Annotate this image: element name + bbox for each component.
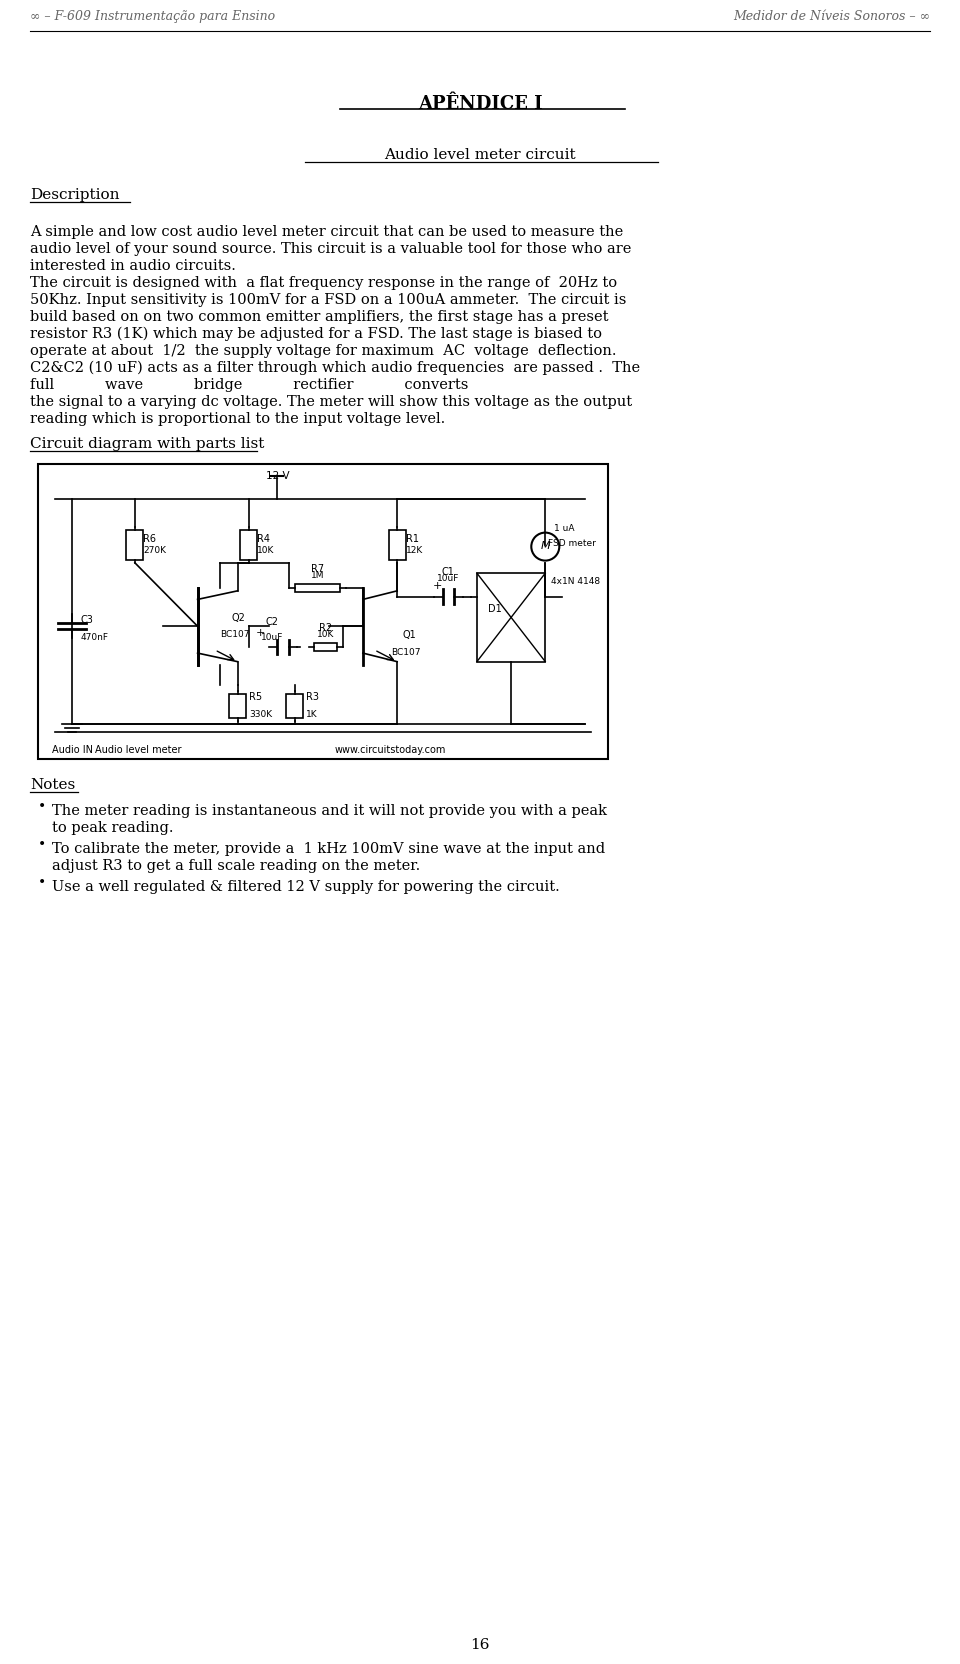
Text: Audio level meter: Audio level meter	[95, 745, 181, 755]
Text: Audio IN: Audio IN	[52, 745, 93, 755]
Text: www.circuitstoday.com: www.circuitstoday.com	[334, 745, 445, 755]
Text: The meter reading is instantaneous and it will not provide you with a peak: The meter reading is instantaneous and i…	[52, 804, 607, 817]
Text: C3: C3	[81, 616, 94, 626]
Text: •: •	[37, 837, 46, 852]
Text: Audio level meter circuit: Audio level meter circuit	[384, 148, 576, 161]
Text: BC107: BC107	[221, 629, 250, 639]
Text: Description: Description	[30, 188, 119, 201]
Text: C1: C1	[442, 567, 455, 577]
Text: D1: D1	[489, 604, 502, 614]
Text: 10K: 10K	[257, 546, 275, 554]
Text: •: •	[37, 799, 46, 814]
Text: FSD meter: FSD meter	[548, 539, 596, 547]
Text: APÊNDICE I: APÊNDICE I	[418, 95, 542, 113]
Text: 270K: 270K	[143, 546, 166, 554]
Bar	[240, 531, 257, 561]
Bar	[315, 644, 337, 651]
Text: 4x1N 4148: 4x1N 4148	[551, 577, 600, 586]
Text: The circuit is designed with  a flat frequency response in the range of  20Hz to: The circuit is designed with a flat freq…	[30, 276, 617, 290]
Text: BC107: BC107	[392, 647, 420, 657]
Text: resistor R3 (1K) which may be adjusted for a FSD. The last stage is biased to: resistor R3 (1K) which may be adjusted f…	[30, 326, 602, 341]
Text: R3: R3	[306, 692, 319, 702]
Text: ∞ – F-609 Instrumentação para Ensino: ∞ – F-609 Instrumentação para Ensino	[30, 10, 276, 23]
Text: audio level of your sound source. This circuit is a valuable tool for those who : audio level of your sound source. This c…	[30, 241, 632, 256]
Text: interested in audio circuits.: interested in audio circuits.	[30, 260, 236, 273]
Text: reading which is proportional to the input voltage level.: reading which is proportional to the inp…	[30, 411, 445, 426]
Text: 10uF: 10uF	[260, 632, 283, 642]
Text: to peak reading.: to peak reading.	[52, 820, 174, 835]
Bar	[228, 694, 246, 719]
Bar	[477, 574, 545, 662]
Text: C2: C2	[265, 617, 278, 627]
Text: Use a well regulated & filtered 12 V supply for powering the circuit.: Use a well regulated & filtered 12 V sup…	[52, 880, 560, 894]
Text: R1: R1	[406, 534, 419, 544]
Text: 12K: 12K	[406, 546, 423, 554]
Text: •: •	[37, 875, 46, 890]
Text: 10uF: 10uF	[437, 574, 460, 582]
Text: adjust R3 to get a full scale reading on the meter.: adjust R3 to get a full scale reading on…	[52, 859, 420, 872]
Text: 10K: 10K	[317, 629, 334, 639]
Text: 1K: 1K	[306, 709, 318, 719]
Text: 470nF: 470nF	[81, 632, 108, 642]
Text: 1 uA: 1 uA	[554, 524, 574, 532]
Bar	[127, 531, 143, 561]
Text: 1M: 1M	[310, 571, 324, 579]
Text: A simple and low cost audio level meter circuit that can be used to measure the: A simple and low cost audio level meter …	[30, 225, 623, 240]
Text: full           wave           bridge           rectifier           converts: full wave bridge rectifier converts	[30, 378, 468, 391]
Text: the signal to a varying dc voltage. The meter will show this voltage as the outp: the signal to a varying dc voltage. The …	[30, 394, 632, 409]
Text: +: +	[432, 581, 442, 591]
Text: +: +	[255, 627, 265, 637]
Text: Q1: Q1	[403, 629, 417, 641]
Text: R6: R6	[143, 534, 156, 544]
Text: R7: R7	[311, 564, 324, 574]
Bar	[389, 531, 406, 561]
Text: Notes: Notes	[30, 777, 75, 792]
Bar	[38, 464, 608, 759]
Text: 50Khz. Input sensitivity is 100mV for a FSD on a 100uA ammeter.  The circuit is: 50Khz. Input sensitivity is 100mV for a …	[30, 293, 626, 306]
Bar	[286, 694, 303, 719]
Text: Medidor de Níveis Sonoros – ∞: Medidor de Níveis Sonoros – ∞	[733, 10, 930, 23]
Text: To calibrate the meter, provide a  1 kHz 100mV sine wave at the input and: To calibrate the meter, provide a 1 kHz …	[52, 842, 605, 855]
Text: build based on on two common emitter amplifiers, the first stage has a preset: build based on on two common emitter amp…	[30, 310, 609, 324]
Text: 16: 16	[470, 1637, 490, 1651]
Bar	[295, 584, 340, 592]
Text: Q2: Q2	[231, 612, 246, 622]
Text: R5: R5	[249, 692, 262, 702]
Text: Circuit diagram with parts list: Circuit diagram with parts list	[30, 436, 264, 451]
Text: 330K: 330K	[249, 709, 272, 719]
Text: R4: R4	[257, 534, 271, 544]
Text: M: M	[540, 541, 550, 551]
Text: R2: R2	[320, 622, 332, 632]
Text: 12 V: 12 V	[266, 471, 289, 481]
Text: C2&C2 (10 uF) acts as a filter through which audio frequencies  are passed .  Th: C2&C2 (10 uF) acts as a filter through w…	[30, 361, 640, 374]
Text: operate at about  1/2  the supply voltage for maximum  AC  voltage  deflection.: operate at about 1/2 the supply voltage …	[30, 344, 616, 358]
